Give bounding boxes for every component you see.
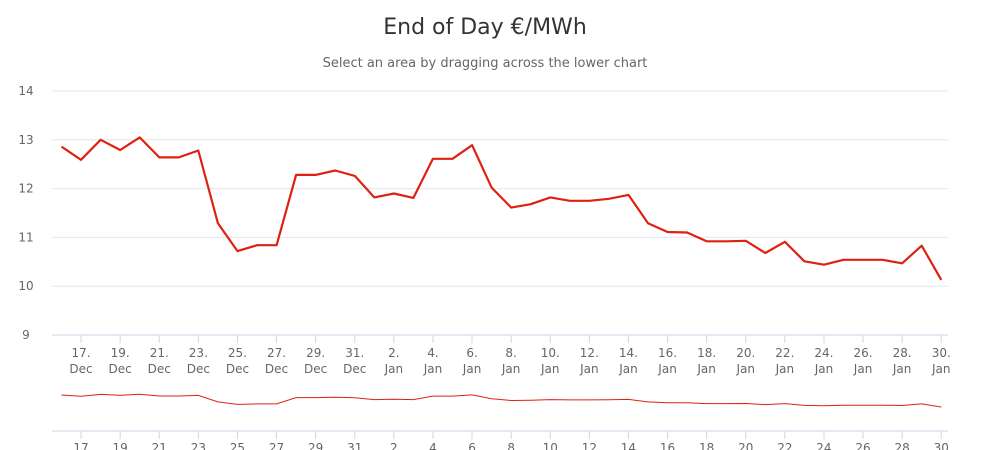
x-tick-label: 31. Dec <box>343 346 366 376</box>
navigator-tick-label: 27 <box>269 441 284 450</box>
y-tick-label: 9 <box>22 328 30 342</box>
x-tick-label: 20. Jan <box>736 346 756 376</box>
navigator-tick-label: 31 <box>347 441 362 450</box>
navigator-tick-label: 12 <box>582 441 597 450</box>
navigator-series-line[interactable] <box>61 393 942 408</box>
navigator-tick-label: 24 <box>816 441 831 450</box>
x-tick-label: 18. Jan <box>696 346 716 376</box>
navigator-tick-label: 17 <box>73 441 88 450</box>
y-tick-label: 14 <box>18 84 33 98</box>
x-tick-label: 27. Dec <box>265 346 288 376</box>
navigator-tick-label: 28 <box>895 441 910 450</box>
x-tick-label: 6. Jan <box>462 346 482 376</box>
y-tick-label: 11 <box>18 230 33 244</box>
navigator-tick-label: 30 <box>934 441 949 450</box>
x-tick-label: 30. Jan <box>931 346 951 376</box>
series-line[interactable] <box>60 136 943 281</box>
x-tick-label: 8. Jan <box>501 346 521 376</box>
y-tick-label: 12 <box>18 182 33 196</box>
navigator-tick-label: 21 <box>152 441 167 450</box>
x-tick-label: 19. Dec <box>109 346 132 376</box>
x-tick-label: 26. Jan <box>853 346 873 376</box>
navigator[interactable]: 17 19 21 23 25 27 29 31 2 4 6 8 10 12 14 16 18 20 22 24 26 28… <box>52 393 949 450</box>
chart-title: End of Day €/MWh <box>383 15 587 40</box>
navigator-tick-label: 19 <box>113 441 128 450</box>
x-tick-label: 12. Jan <box>579 346 599 376</box>
x-tick-label: 22. Jan <box>775 346 795 376</box>
x-tick-label: 14. Jan <box>618 346 638 376</box>
gridlines <box>52 90 948 287</box>
navigator-tick-label: 14 <box>621 441 636 450</box>
navigator-tick-label: 10 <box>543 441 558 450</box>
x-tick-label: 2. Jan <box>384 346 404 376</box>
navigator-tick-label: 25 <box>230 441 245 450</box>
x-axis: 17. Dec 19. Dec 21. Dec 23. Dec 25. Dec 27. Dec 29. D… <box>52 334 951 376</box>
navigator-tick-label: 4 <box>429 441 437 450</box>
x-tick-label: 4. Jan <box>423 346 443 376</box>
navigator-tick-label: 6 <box>468 441 476 450</box>
navigator-tick-label: 22 <box>777 441 792 450</box>
navigator-tick-label: 8 <box>507 441 515 450</box>
navigator-tick-label: 20 <box>738 441 753 450</box>
y-tick-label: 10 <box>18 279 33 293</box>
x-tick-label: 21. Dec <box>148 346 171 376</box>
chart-subtitle: Select an area by dragging across the lo… <box>323 56 648 71</box>
navigator-tick-label: 29 <box>308 441 323 450</box>
x-tick-label: 24. Jan <box>814 346 834 376</box>
x-tick-label: 29. Dec <box>304 346 327 376</box>
main-series[interactable] <box>60 136 943 281</box>
x-tick-label: 16. Jan <box>657 346 677 376</box>
navigator-tick-label: 26 <box>855 441 870 450</box>
x-tick-label: 17. Dec <box>69 346 92 376</box>
navigator-tick-label: 16 <box>660 441 675 450</box>
navigator-tick-label: 2 <box>390 441 398 450</box>
x-tick-label: 10. Jan <box>540 346 560 376</box>
y-tick-label: 13 <box>18 133 33 147</box>
y-axis-ticks: 9 10 11 12 13 14 <box>18 84 33 342</box>
navigator-tick-label: 23 <box>191 441 206 450</box>
x-tick-label: 25. Dec <box>226 346 249 376</box>
x-tick-label: 28. Jan <box>892 346 912 376</box>
x-tick-label: 23. Dec <box>187 346 210 376</box>
navigator-tick-label: 18 <box>699 441 714 450</box>
